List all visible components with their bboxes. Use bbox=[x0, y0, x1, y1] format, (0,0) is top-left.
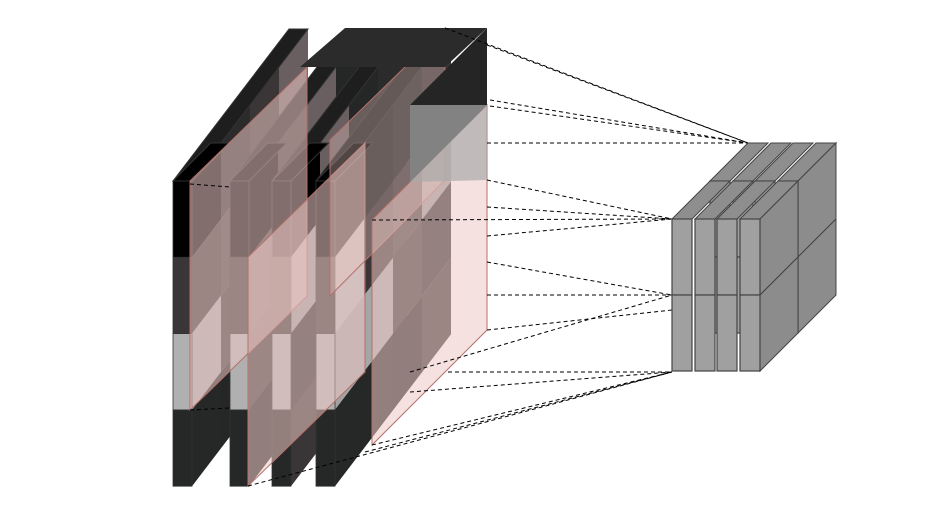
connection-line bbox=[409, 294, 673, 373]
connection-line bbox=[486, 44, 749, 144]
connection-line bbox=[489, 99, 749, 144]
back-block bbox=[300, 28, 487, 67]
slab-front-cell bbox=[229, 409, 250, 487]
connection-line bbox=[371, 218, 673, 221]
cube-front bbox=[716, 294, 738, 372]
slab-front-cell bbox=[315, 409, 336, 487]
slab-side-cell bbox=[335, 371, 364, 487]
back-cell bbox=[410, 105, 487, 182]
cube-front bbox=[739, 294, 761, 372]
connection-line bbox=[444, 27, 749, 144]
cube-front bbox=[671, 294, 693, 372]
connection-line bbox=[486, 261, 673, 296]
connection-line bbox=[486, 179, 673, 220]
connection-line bbox=[489, 105, 749, 144]
slab-front-cell bbox=[172, 333, 193, 411]
connection-line bbox=[486, 218, 673, 237]
connection-line bbox=[486, 309, 673, 331]
connection-line bbox=[409, 371, 673, 393]
slab-front-cell bbox=[172, 409, 193, 487]
output-volume bbox=[670, 141, 838, 373]
plane bbox=[247, 141, 366, 488]
cube-front bbox=[716, 218, 738, 296]
cube-front bbox=[739, 218, 761, 296]
connection-lines bbox=[189, 27, 749, 487]
cube-front bbox=[671, 218, 693, 296]
connection-line bbox=[486, 206, 673, 220]
highlight-planes bbox=[189, 26, 488, 488]
connection-line bbox=[371, 371, 673, 446]
connection-line bbox=[247, 371, 673, 487]
connection-line bbox=[364, 371, 673, 453]
cube-front bbox=[694, 218, 716, 296]
slab-front-cell bbox=[172, 256, 193, 334]
slab-front-cell bbox=[172, 180, 193, 258]
cube-front bbox=[694, 294, 716, 372]
